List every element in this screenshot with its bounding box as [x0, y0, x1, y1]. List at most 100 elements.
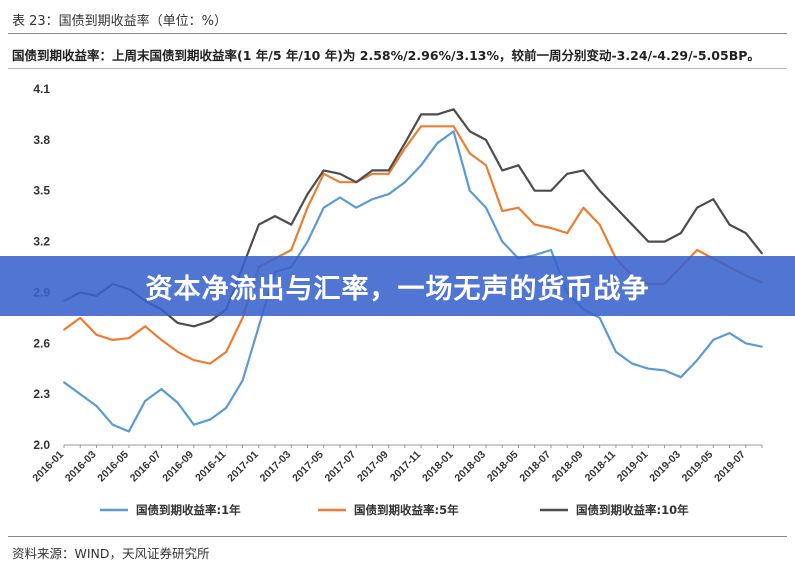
yield-summary: 国债到期收益率：上周末国债到期收益率(1 年/5 年/10 年)为 2.58%/… — [12, 48, 760, 63]
data-point — [452, 108, 455, 111]
data-point — [192, 325, 195, 328]
data-point — [225, 406, 228, 409]
data-point — [728, 332, 731, 335]
x-tick-label: 2017-07 — [323, 449, 359, 485]
data-point — [144, 400, 147, 402]
x-tick-label: 2017-11 — [388, 449, 423, 484]
y-tick-label: 2.6 — [33, 336, 50, 350]
bottom-divider — [8, 536, 787, 537]
data-point — [290, 223, 293, 226]
data-point — [696, 249, 698, 251]
data-point — [452, 130, 455, 133]
data-point — [306, 193, 309, 196]
x-tick-label: 2018-11 — [583, 449, 618, 484]
x-tick-label: 2016-11 — [193, 449, 228, 484]
data-point — [274, 215, 276, 218]
y-tick-label: 3.5 — [33, 184, 50, 198]
data-point — [647, 240, 650, 243]
data-point — [209, 320, 211, 323]
summary-divider — [8, 68, 787, 69]
x-tick-label: 2018-03 — [452, 449, 488, 485]
data-point — [257, 325, 260, 328]
data-point — [322, 206, 325, 209]
data-point — [501, 240, 504, 243]
data-point — [728, 223, 731, 226]
legend-label: 国债到期收益率:5年 — [354, 503, 459, 517]
data-point — [436, 142, 439, 145]
data-point — [209, 418, 211, 421]
data-point — [160, 338, 163, 341]
x-tick-label: 2017-09 — [355, 449, 391, 485]
x-tick-label: 2016-01 — [30, 449, 66, 485]
data-point — [533, 254, 536, 257]
data-point — [696, 206, 698, 209]
data-point — [403, 142, 406, 145]
data-point — [631, 223, 634, 226]
data-point — [615, 206, 617, 209]
data-point — [663, 240, 666, 243]
data-point — [761, 345, 763, 348]
data-point — [517, 164, 520, 167]
data-point — [290, 249, 293, 251]
data-point — [176, 322, 179, 324]
data-point — [192, 423, 195, 426]
x-tick-label: 2018-07 — [517, 449, 553, 485]
y-tick-label: 3.2 — [33, 235, 50, 249]
data-point — [696, 359, 698, 362]
series-line-1 — [63, 130, 763, 433]
data-point — [436, 113, 439, 116]
data-point — [744, 342, 747, 345]
data-point — [225, 350, 228, 353]
data-point — [355, 181, 358, 184]
data-point — [403, 147, 406, 150]
data-point — [111, 338, 114, 341]
data-point — [339, 181, 341, 184]
data-point — [306, 240, 309, 243]
data-point — [128, 337, 130, 340]
x-tick-label: 2019-07 — [712, 449, 748, 485]
data-point — [761, 252, 763, 255]
series-line-2 — [63, 125, 763, 365]
x-tick-label: 2016-09 — [160, 449, 196, 485]
data-point — [176, 401, 179, 404]
data-point — [176, 350, 179, 353]
data-point — [160, 388, 163, 390]
data-point — [306, 206, 309, 209]
y-tick-label: 2.3 — [33, 387, 50, 401]
data-point — [712, 198, 715, 201]
data-point — [63, 381, 65, 384]
data-point — [95, 333, 98, 336]
x-tick-label: 2018-01 — [420, 449, 456, 485]
data-source: 资料来源：WIND，天风证券研究所 — [12, 546, 210, 561]
data-point — [485, 138, 487, 141]
x-tick-label: 2016-05 — [95, 449, 131, 485]
data-point — [95, 405, 98, 407]
data-point — [371, 172, 374, 175]
x-tick-label: 2017-01 — [225, 449, 261, 485]
data-point — [322, 169, 325, 172]
data-point — [679, 232, 682, 234]
data-point — [517, 206, 520, 209]
data-point — [744, 232, 747, 234]
data-point — [598, 316, 601, 319]
data-point — [79, 316, 82, 319]
series-line-3 — [63, 108, 763, 328]
data-point — [566, 172, 569, 175]
data-point — [387, 193, 390, 196]
banner-title: 资本净流出与汇率，一场无声的货币战争 — [145, 273, 650, 305]
data-point — [403, 181, 406, 184]
y-tick-label: 2.0 — [33, 438, 50, 452]
data-point — [241, 379, 244, 382]
data-point — [533, 189, 536, 192]
chart-legend: 国债到期收益率:1年 国债到期收益率:5年 国债到期收益率:10年 — [100, 503, 689, 517]
data-point — [257, 223, 260, 226]
data-point — [582, 169, 585, 172]
data-point — [501, 169, 504, 172]
data-point — [371, 169, 374, 172]
x-tick-label: 2019-05 — [680, 449, 716, 485]
data-point — [712, 338, 715, 341]
data-point — [485, 164, 487, 167]
data-point — [420, 113, 423, 116]
data-point — [501, 210, 504, 212]
data-point — [679, 376, 682, 379]
